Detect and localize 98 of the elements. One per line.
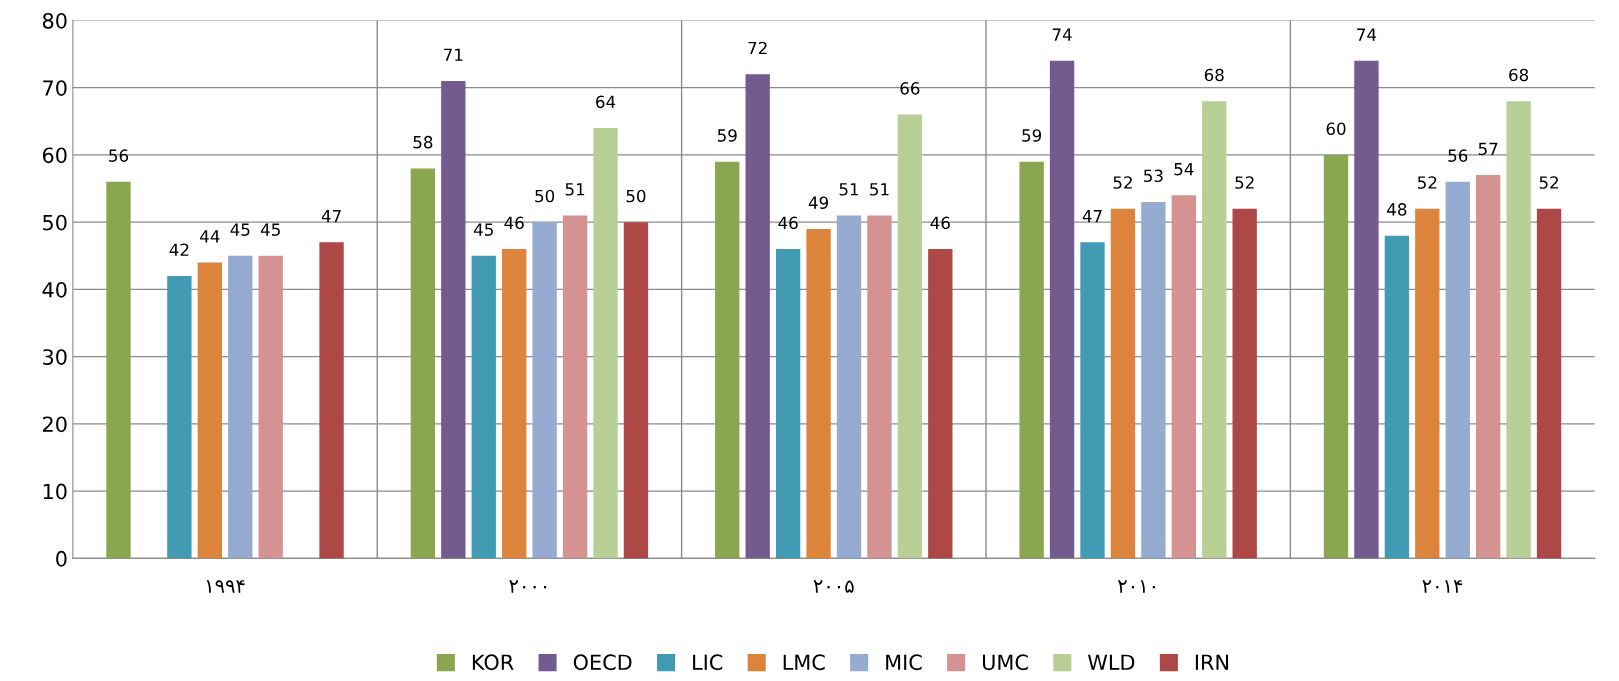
data-label: 45 <box>260 223 280 236</box>
data-label: 51 <box>565 183 585 196</box>
data-label: 45 <box>230 223 250 236</box>
data-label: 72 <box>748 41 767 55</box>
bar <box>228 255 253 559</box>
bar <box>197 262 222 559</box>
data-label: 60 <box>1326 122 1346 136</box>
data-label: 48 <box>1387 203 1407 216</box>
data-label: 59 <box>717 129 737 142</box>
bar <box>775 249 801 559</box>
data-label: 52 <box>1235 176 1254 189</box>
x-tick-label: ۱۹۹۴ <box>206 580 245 593</box>
legend-label: LIC <box>693 654 723 671</box>
data-label: 52 <box>1417 176 1437 189</box>
bar <box>562 215 588 559</box>
bar <box>806 228 831 559</box>
bar <box>441 80 466 559</box>
y-tick-label: 40 <box>42 281 67 298</box>
bar <box>623 222 649 559</box>
data-label: 46 <box>930 216 950 230</box>
data-label: 58 <box>413 135 433 149</box>
data-label: 52 <box>1539 176 1558 189</box>
bar <box>715 161 740 559</box>
bar <box>106 181 131 559</box>
data-label: 51 <box>839 183 859 196</box>
bar <box>1415 208 1440 559</box>
y-tick-label: 0 <box>56 550 67 567</box>
legend-label: KOR <box>472 654 514 671</box>
legend-label: MIC <box>886 654 922 671</box>
legend-label: LMC <box>783 654 825 671</box>
data-label: 68 <box>1204 68 1224 82</box>
legend-label: WLD <box>1087 654 1135 670</box>
data-label: 71 <box>444 48 463 61</box>
data-label: 57 <box>1478 142 1498 156</box>
data-label: 74 <box>1357 28 1377 41</box>
data-label: 59 <box>1022 129 1042 142</box>
data-label: 47 <box>321 210 341 223</box>
bar <box>928 249 953 559</box>
data-label: 51 <box>870 183 889 196</box>
bar <box>836 215 862 559</box>
bar <box>319 242 344 559</box>
bar <box>1536 208 1562 559</box>
bar <box>1476 175 1501 559</box>
data-label: 56 <box>109 149 129 162</box>
data-label: 68 <box>1509 68 1529 82</box>
data-label: 52 <box>1113 176 1132 189</box>
bar <box>532 222 557 559</box>
bar <box>1354 60 1379 559</box>
bar <box>258 255 283 559</box>
bar <box>1384 235 1410 559</box>
bar <box>1110 208 1136 559</box>
bar <box>1019 161 1044 559</box>
bar <box>167 275 192 559</box>
data-label: 46 <box>778 216 798 230</box>
bar <box>1445 181 1470 559</box>
data-label: 42 <box>169 243 189 256</box>
data-label: 49 <box>808 196 828 210</box>
bar <box>1506 101 1531 559</box>
legend-label: UMC <box>982 654 1028 671</box>
bar <box>1202 101 1227 559</box>
data-label: 64 <box>596 95 616 109</box>
legend-label: IRN <box>1195 654 1228 670</box>
bar <box>1171 195 1196 559</box>
y-tick-label: 70 <box>43 80 67 96</box>
x-tick-label: ۲۰۰۵ <box>813 580 854 593</box>
data-label: 66 <box>900 82 920 95</box>
bar <box>471 255 496 559</box>
y-tick-label: 20 <box>43 416 67 433</box>
bar <box>502 249 527 559</box>
legend-label: OECD <box>573 654 632 671</box>
bar <box>1323 154 1349 559</box>
y-tick-label: 10 <box>43 483 67 500</box>
x-tick-label: ۲۰۱۰ <box>1118 580 1155 593</box>
y-tick-label: 60 <box>42 147 67 164</box>
bar <box>1080 242 1105 559</box>
bar <box>410 168 436 559</box>
data-label: 74 <box>1052 28 1072 41</box>
data-label: 46 <box>504 216 524 230</box>
y-tick-label: 30 <box>43 349 67 365</box>
data-label: 54 <box>1174 162 1194 176</box>
x-tick-label: ۲۰۰۰ <box>509 580 547 593</box>
bar <box>867 215 892 559</box>
bar <box>1232 208 1257 559</box>
data-label: 50 <box>626 189 646 203</box>
data-label: 45 <box>473 223 493 236</box>
x-tick-label: ۲۰۱۴ <box>1422 580 1463 593</box>
bar <box>745 74 770 559</box>
bar <box>593 128 618 559</box>
bar <box>1141 202 1166 559</box>
data-label: 47 <box>1082 210 1102 223</box>
bar <box>897 114 923 559</box>
data-label: 56 <box>1448 149 1468 162</box>
y-tick-label: 50 <box>43 214 67 231</box>
data-label: 53 <box>1144 169 1163 183</box>
y-tick-label: 80 <box>42 12 67 29</box>
bar <box>1049 60 1075 559</box>
data-label: 50 <box>535 189 555 203</box>
data-label: 44 <box>200 230 220 243</box>
